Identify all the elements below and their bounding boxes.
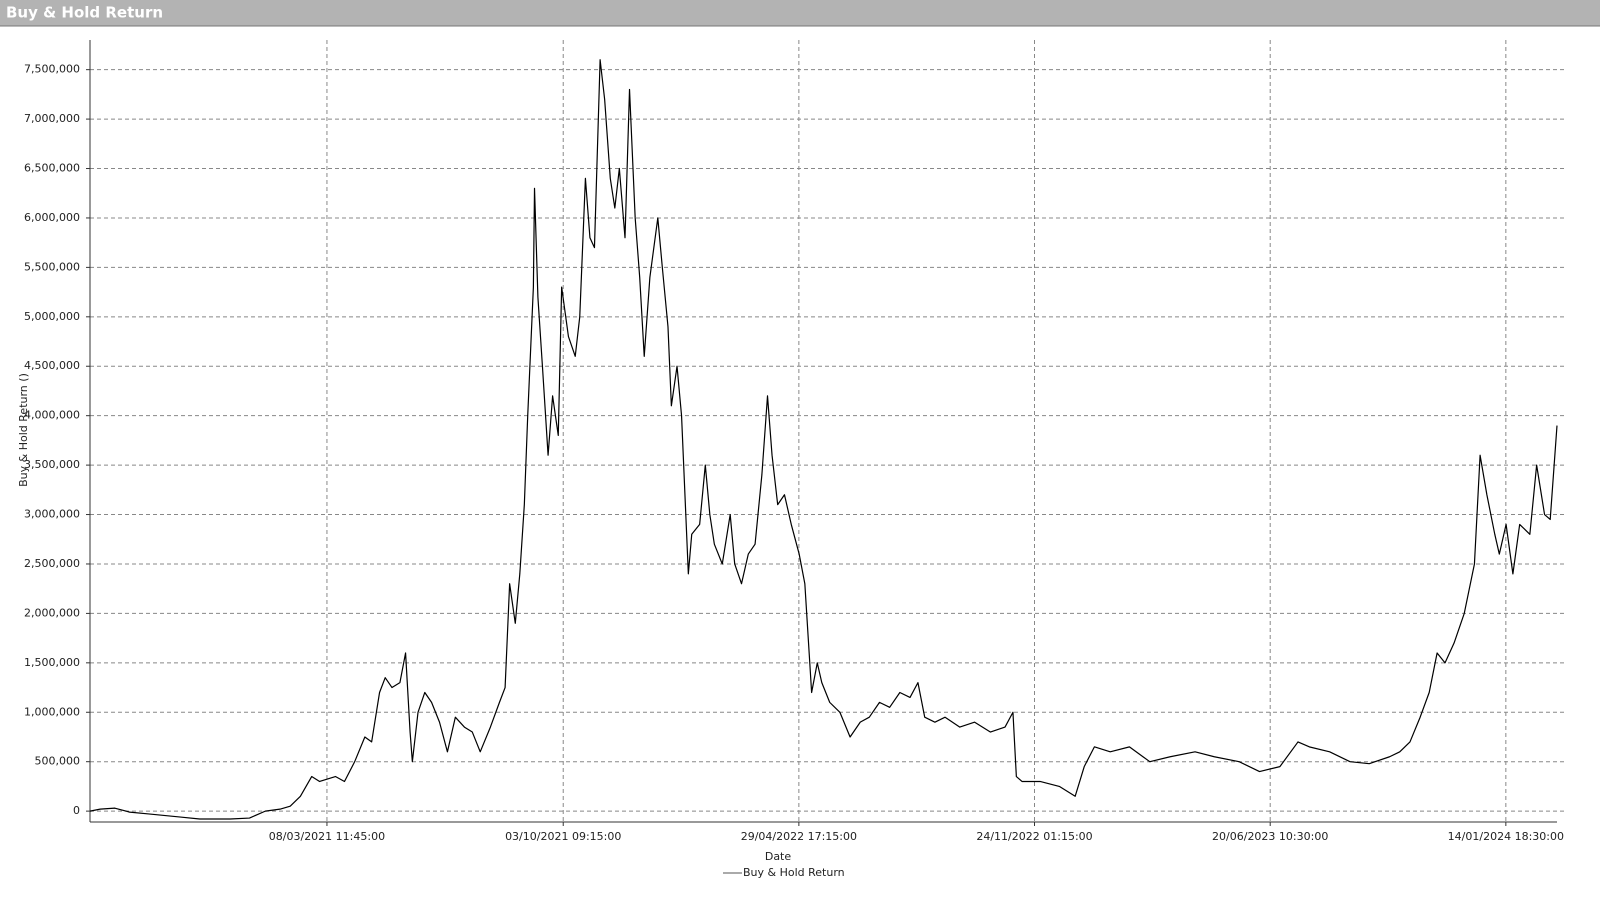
y-tick-label: 1,500,000 bbox=[24, 656, 80, 669]
x-tick-label: 29/04/2022 17:15:00 bbox=[741, 830, 857, 843]
y-tick-label: 5,500,000 bbox=[24, 260, 80, 273]
chart-title: Buy & Hold Return bbox=[6, 4, 163, 22]
y-tick-label: 4,000,000 bbox=[24, 409, 80, 422]
y-tick-label: 2,500,000 bbox=[24, 557, 80, 570]
y-tick-label: 7,000,000 bbox=[24, 112, 80, 125]
y-tick-label: 7,500,000 bbox=[24, 63, 80, 76]
y-tick-label: 5,000,000 bbox=[24, 310, 80, 323]
y-tick-label: 6,500,000 bbox=[24, 162, 80, 175]
y-tick-label: 500,000 bbox=[35, 755, 81, 768]
data-line bbox=[89, 59, 1558, 820]
x-tick-label: 08/03/2021 11:45:00 bbox=[269, 830, 385, 843]
x-axis-label: Date bbox=[765, 850, 792, 863]
header-bar bbox=[0, 0, 1600, 26]
x-tick-label: 03/10/2021 09:15:00 bbox=[505, 830, 621, 843]
y-tick-label: 6,000,000 bbox=[24, 211, 80, 224]
legend-label: Buy & Hold Return bbox=[743, 866, 845, 879]
y-tick-label: 2,000,000 bbox=[24, 606, 80, 619]
y-tick-label: 4,500,000 bbox=[24, 359, 80, 372]
x-tick-label: 20/06/2023 10:30:00 bbox=[1212, 830, 1328, 843]
y-tick-label: 1,000,000 bbox=[24, 705, 80, 718]
x-tick-label: 24/11/2022 01:15:00 bbox=[976, 830, 1092, 843]
x-tick-label: 14/01/2024 18:30:00 bbox=[1448, 830, 1564, 843]
y-tick-label: 0 bbox=[73, 804, 80, 817]
y-tick-label: 3,500,000 bbox=[24, 458, 80, 471]
y-axis-label: Buy & Hold Return () bbox=[17, 373, 30, 487]
y-tick-label: 3,000,000 bbox=[24, 508, 80, 521]
